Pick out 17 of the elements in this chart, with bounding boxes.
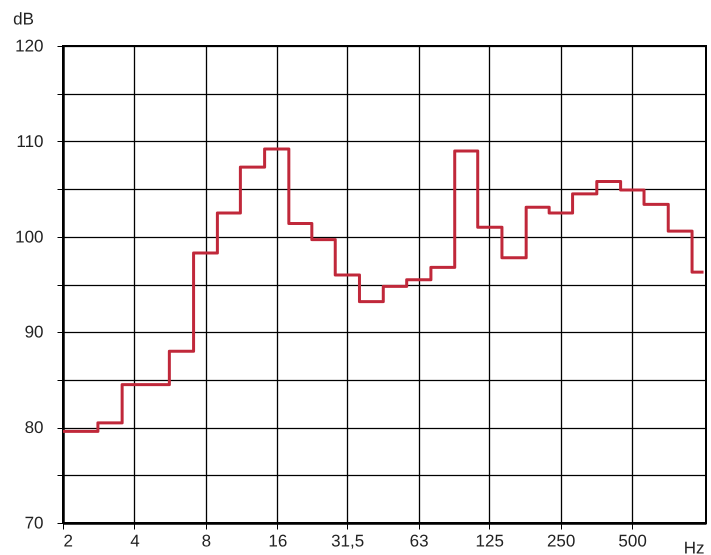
y-axis-title: dB	[13, 10, 34, 28]
x-tick-label: 2	[64, 532, 73, 550]
x-tick-label: 8	[202, 532, 212, 550]
x-tick-label: 4	[130, 532, 140, 550]
y-tick-label: 70	[24, 514, 44, 532]
y-tick-label: 120	[15, 36, 44, 56]
y-tick-label: 100	[15, 227, 44, 246]
x-tick-label: 16	[268, 532, 288, 550]
y-tick-label: 110	[16, 132, 44, 151]
x-axis-title: Hz	[684, 538, 704, 555]
x-tick-label: 31,5	[331, 532, 364, 550]
y-tick-label: 90	[24, 322, 44, 342]
x-tick-label: 125	[476, 532, 504, 550]
x-tick-label: 63	[410, 532, 429, 550]
x-tick-label: 250	[546, 532, 576, 550]
x-tick-label: 500	[618, 532, 647, 550]
y-tick-label: 80	[24, 418, 44, 438]
